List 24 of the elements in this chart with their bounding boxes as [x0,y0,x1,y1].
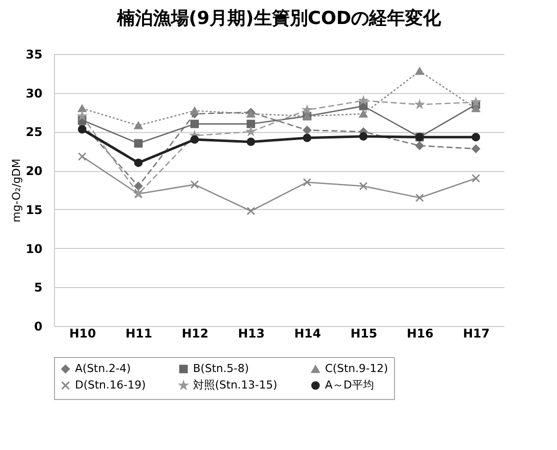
y-tick-label: 5 [34,280,42,295]
chart-title: 楠泊漁場(9月期)生簀別CODの経年変化 [116,8,442,29]
legend-label: B(Stn.5-8) [193,362,249,375]
x-tick-label: H13 [238,326,265,340]
x-tick-label: H12 [182,326,208,340]
y-tick-label: 35 [26,48,42,62]
legend-label: A(Stn.2-4) [75,362,131,375]
x-tick-label: H16 [406,326,434,340]
x-tick-label: H17 [463,326,490,340]
y-tick-label: 25 [26,125,42,140]
x-tick-label: H15 [350,326,378,340]
legend-label: A～D平均 [325,378,374,392]
y-tick-label: 15 [26,202,42,217]
legend-label: D(Stn.16-19) [75,378,146,392]
x-tick-label: H14 [294,326,321,340]
y-tick-label: 20 [26,164,42,178]
y-tick-label: 30 [26,86,42,100]
legend-label: C(Stn.9-12) [325,362,388,376]
y-tick-label: 10 [26,242,42,256]
legend-label: 対照(Stn.13-15) [193,378,278,392]
x-tick-label: H11 [126,326,152,340]
y-axis-title: mg-O₂/gDM [10,158,23,222]
x-tick-label: H10 [69,326,96,340]
y-tick-label: 0 [34,320,42,334]
